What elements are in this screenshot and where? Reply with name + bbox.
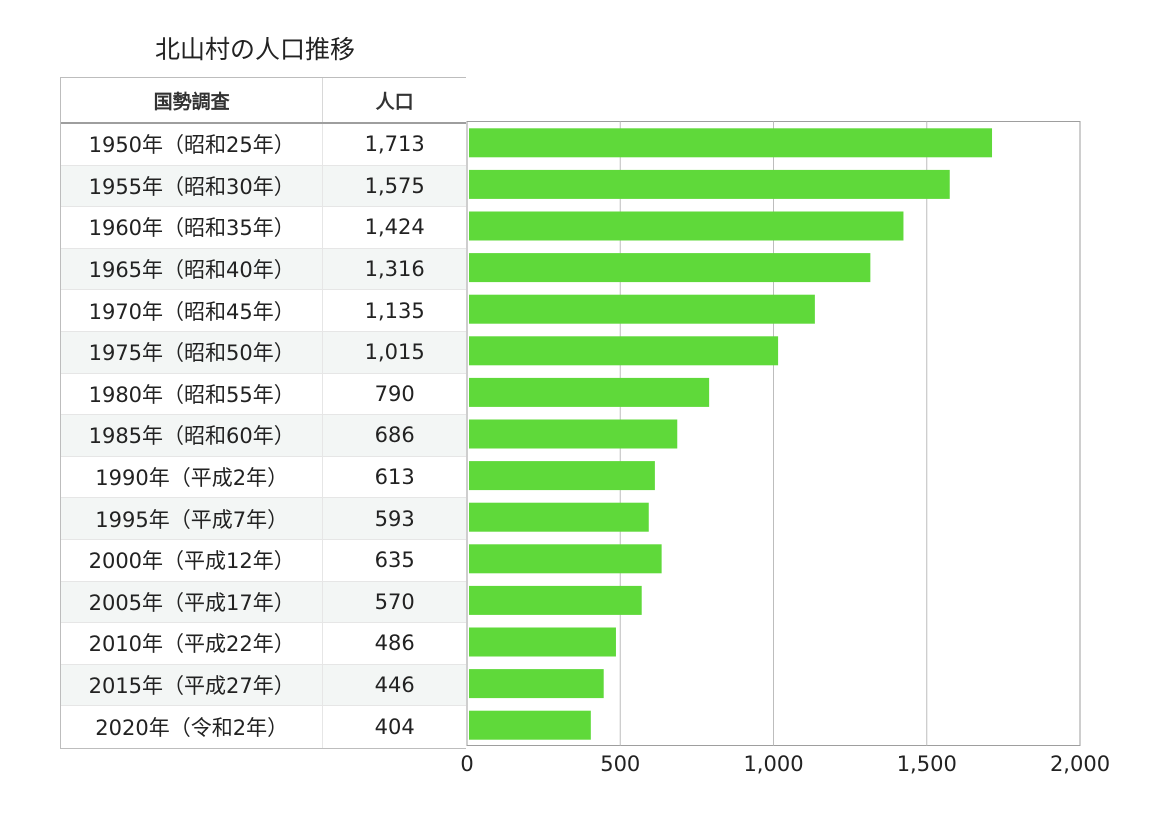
bar [469,585,642,615]
bar [469,128,993,158]
bar [469,294,815,324]
bar [469,669,604,699]
census-year-cell: 2010年（平成22年） [61,623,324,664]
table-row: 2005年（平成17年） 570 [61,581,466,624]
population-cell: 1,713 [364,132,425,157]
census-year-cell: 2005年（平成17年） [61,581,324,623]
table-row: 2020年（令和2年） 404 [61,706,466,748]
bar [469,377,710,407]
header-population: 人口 [375,90,414,113]
population-cell: 635 [374,548,415,573]
x-tick-label: 1,500 [896,752,957,776]
population-cell: 613 [374,465,415,490]
bar [469,336,779,366]
table-row: 2015年（平成27年） 446 [61,664,466,707]
table-row: 1955年（昭和30年） 1,575 [61,165,466,208]
population-cell: 790 [374,381,415,406]
census-year-cell: 1965年（昭和40年） [61,248,324,290]
chart-title: 北山村の人口推移 [155,35,356,64]
bar [469,627,616,657]
bar [469,544,662,574]
population-table: 国勢調査 人口 1950年（昭和25年） 1,713 1955年（昭和30年） 1,5… [60,77,466,749]
table-row: 2000年（平成12年） 635 [61,539,466,582]
population-cell: 1,015 [364,340,425,365]
census-year-cell: 1990年（平成2年） [61,456,324,498]
census-year-cell: 1995年（平成7年） [61,498,324,539]
table-header: 国勢調査 人口 [61,78,466,124]
header-census: 国勢調査 [61,78,324,122]
census-year-cell: 2015年（平成27年） [61,664,324,706]
population-cell: 1,316 [364,257,425,282]
population-cell: 593 [374,506,415,531]
table-row: 1990年（平成2年） 613 [61,456,466,499]
population-cell: 570 [374,589,415,614]
bar [469,502,649,532]
table-row: 1950年（昭和25年） 1,713 [61,124,466,166]
table-row: 2010年（平成22年） 486 [61,623,466,665]
census-year-cell: 2000年（平成12年） [61,539,324,581]
population-cell: 486 [374,631,415,656]
census-year-cell: 2020年（令和2年） [61,706,324,748]
census-year-cell: 1960年（昭和35年） [61,207,324,248]
bar [469,169,950,199]
table-row: 1965年（昭和40年） 1,316 [61,248,466,291]
bar [469,419,678,449]
table-body: 1950年（昭和25年） 1,713 1955年（昭和30年） 1,575 1960年（… [61,124,466,748]
bar [469,211,904,241]
census-year-cell: 1955年（昭和30年） [61,165,324,207]
census-year-cell: 1970年（昭和45年） [61,290,324,331]
table-row: 1995年（平成7年） 593 [61,498,466,540]
census-year-cell: 1985年（昭和60年） [61,415,324,456]
x-tick-label: 500 [600,752,641,776]
x-tick-label: 0 [460,752,474,776]
bar [469,253,871,283]
population-cell: 446 [374,673,415,698]
x-tick-label: 1,000 [743,752,804,776]
table-row: 1980年（昭和55年） 790 [61,373,466,416]
bar [469,710,591,740]
table-row: 1975年（昭和50年） 1,015 [61,331,466,374]
table-row: 1960年（昭和35年） 1,424 [61,207,466,249]
table-row: 1970年（昭和45年） 1,135 [61,290,466,332]
census-year-cell: 1980年（昭和55年） [61,373,324,415]
population-cell: 1,135 [364,298,425,323]
x-tick-label: 2,000 [1049,752,1111,776]
census-year-cell: 1975年（昭和50年） [61,331,324,373]
population-cell: 1,575 [364,173,425,198]
population-cell: 686 [374,423,415,448]
population-cell: 404 [374,715,415,740]
bar [469,461,655,491]
table-row: 1985年（昭和60年） 686 [61,415,466,457]
bar-chart [466,121,1081,746]
population-cell: 1,424 [364,215,425,240]
census-year-cell: 1950年（昭和25年） [61,124,324,165]
